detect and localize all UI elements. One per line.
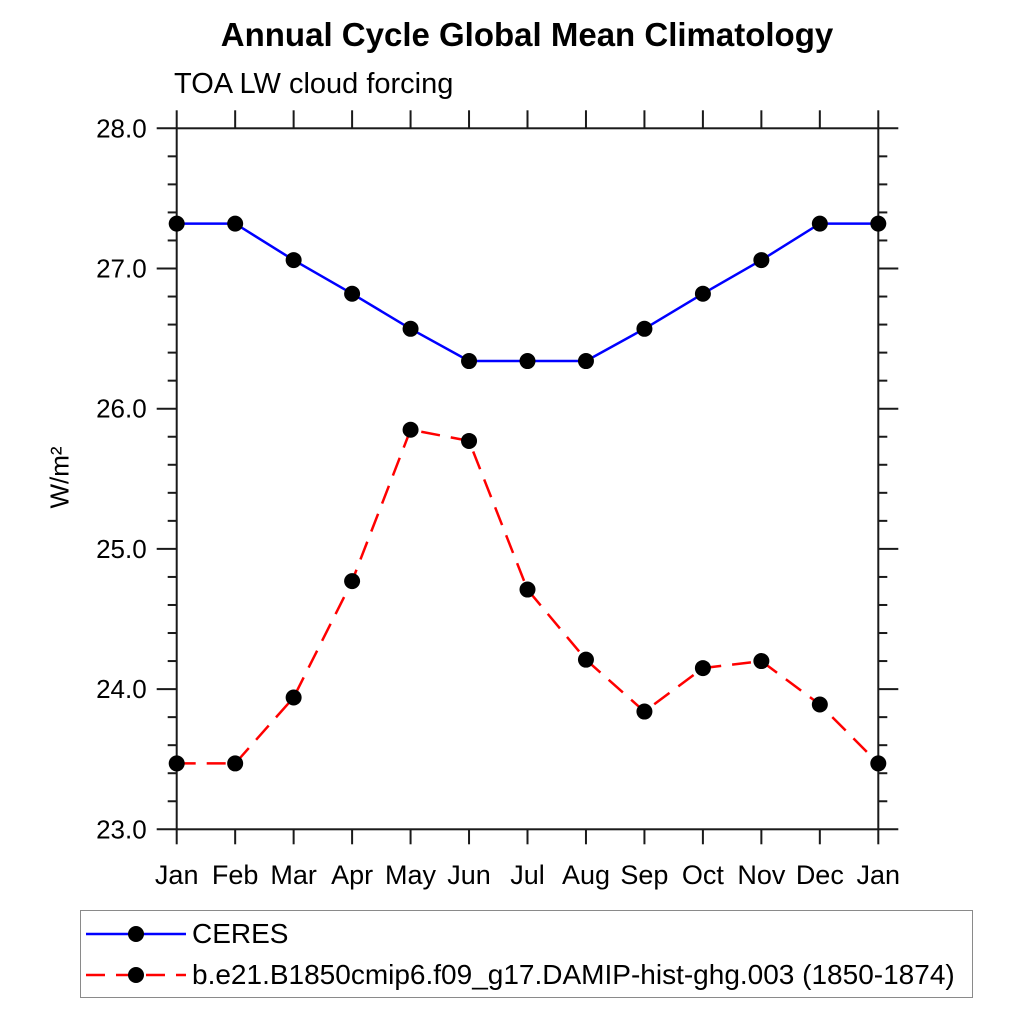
legend-label-ceres: CERES xyxy=(192,917,289,949)
data-point-s1-May xyxy=(402,421,419,438)
data-point-s1-Feb xyxy=(227,755,244,772)
data-point-s0-May xyxy=(402,320,419,337)
data-point-s0-Oct xyxy=(694,285,711,302)
axis-frame xyxy=(175,127,880,831)
x-tick-label: Nov xyxy=(737,860,786,890)
legend-marker-dot xyxy=(128,925,144,942)
data-point-s1-Dec xyxy=(811,696,828,713)
x-tick-label: Mar xyxy=(270,860,317,890)
x-tick-label: Jun xyxy=(447,860,491,890)
legend-entry-ceres: CERES xyxy=(84,914,972,954)
x-tick-label: Jan xyxy=(857,860,901,890)
x-tick-label: Apr xyxy=(331,860,373,890)
data-point-s1-Oct xyxy=(694,660,711,677)
data-point-s0-Mar xyxy=(285,252,302,269)
data-point-s0-Feb xyxy=(227,215,244,232)
legend-entry-model: b.e21.B1850cmip6.f09_g17.DAMIP-hist-ghg.… xyxy=(84,955,972,995)
data-point-s0-Sep xyxy=(636,320,653,337)
data-point-s0-Nov xyxy=(753,252,770,269)
data-point-s1-Jun xyxy=(461,432,478,449)
x-tick-label: Aug xyxy=(562,860,610,890)
x-tick-label: Sep xyxy=(620,860,668,890)
chart-subtitle: TOA LW cloud forcing xyxy=(174,68,454,100)
data-point-s1-Nov xyxy=(753,653,770,670)
series-line-0 xyxy=(176,222,879,363)
data-point-s1-Aug xyxy=(577,651,594,668)
x-tick-label: Feb xyxy=(212,860,259,890)
data-point-s0-Jun xyxy=(461,353,478,370)
y-tick-label: 23.0 xyxy=(96,814,147,844)
data-point-s1-Jul xyxy=(519,581,536,598)
data-point-s1-Sep xyxy=(636,703,653,720)
legend-swatch-dashed-red xyxy=(86,966,186,983)
y-tick-label: 24.0 xyxy=(96,674,147,704)
data-point-s1-Mar xyxy=(285,689,302,706)
legend-box: CERES b.e21.B1850cmip6.f09_g17.DAMIP-his… xyxy=(80,910,973,998)
data-point-s1-Jan xyxy=(870,755,887,772)
data-point-s1-Apr xyxy=(344,573,361,590)
data-point-s0-Aug xyxy=(577,353,594,370)
legend-marker-dot xyxy=(128,966,144,983)
data-point-s0-Jan xyxy=(168,215,185,232)
y-tick-label: 25.0 xyxy=(96,534,147,564)
data-point-s0-Dec xyxy=(811,215,828,232)
x-tick-label: Jul xyxy=(510,860,545,890)
y-tick-label: 26.0 xyxy=(96,394,147,424)
legend-swatch-solid-blue xyxy=(86,925,186,942)
data-point-s0-Jan xyxy=(870,215,887,232)
data-point-s0-Apr xyxy=(344,285,361,302)
data-point-s0-Jul xyxy=(519,353,536,370)
x-tick-label: May xyxy=(385,860,437,890)
y-tick-label: 27.0 xyxy=(96,254,147,284)
x-tick-label: Dec xyxy=(796,860,844,890)
chart-title: Annual Cycle Global Mean Climatology xyxy=(220,16,834,53)
y-tick-label: 28.0 xyxy=(96,113,147,143)
data-point-s1-Jan xyxy=(168,755,185,772)
x-tick-label: Oct xyxy=(682,860,725,890)
legend-label-model: b.e21.B1850cmip6.f09_g17.DAMIP-hist-ghg.… xyxy=(192,958,955,990)
x-tick-label: Jan xyxy=(155,860,199,890)
